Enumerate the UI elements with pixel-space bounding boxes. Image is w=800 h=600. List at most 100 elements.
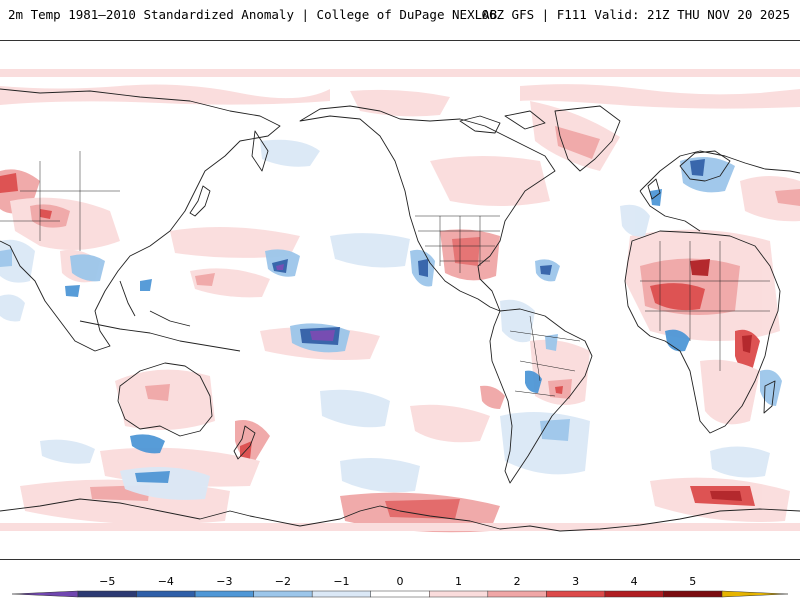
colorbar-tick-label: 0 (397, 575, 404, 588)
south-america-coastline (489, 308, 593, 484)
japan-coastline (189, 185, 211, 217)
warm-anomaly-region (700, 359, 760, 425)
warm-anomaly-region (555, 126, 600, 159)
warm-anomaly-region (710, 491, 742, 501)
asia-coastline (0, 88, 281, 352)
warm-anomaly-region (520, 84, 800, 109)
colorbar-tick-label: 1 (455, 575, 462, 588)
cold-anomaly-region (330, 233, 410, 268)
cold-anomaly-region (320, 389, 390, 428)
cold-anomaly-region (70, 254, 105, 282)
model-run-valid-time: 06Z GFS | F111 Valid: 21Z THU NOV 20 202… (481, 7, 790, 22)
cold-anomaly-region (760, 369, 782, 406)
greenland-coastline (554, 105, 621, 172)
warm-anomaly-region (555, 386, 563, 394)
colorbar-tick-label: −4 (158, 575, 174, 588)
cold-anomaly-region (620, 204, 650, 237)
cold-anomaly-region (540, 265, 552, 275)
coastlines (0, 88, 800, 532)
colorbar-tick-label: −5 (99, 575, 115, 588)
cold-anomaly-region (340, 457, 420, 493)
scandinavia-coastline (679, 150, 731, 182)
colorbar-bin (370, 590, 430, 598)
map-title: 2m Temp 1981–2010 Standardized Anomaly |… (8, 7, 498, 22)
warm-anomaly-region (40, 209, 52, 219)
colorbar-bins (11, 590, 789, 598)
cold-anomaly-region (310, 330, 335, 341)
madagascar-coastline (763, 380, 776, 414)
colorbar-tick-label: −3 (216, 575, 232, 588)
colorbar-tick-label: 2 (514, 575, 521, 588)
colorbar-bin (77, 590, 137, 598)
colorbar-bin (253, 590, 313, 598)
cold-anomaly-region (130, 434, 165, 454)
colorbar-tick-label: 4 (631, 575, 638, 588)
colorbar-bin (546, 590, 606, 598)
warm-anomaly-region (690, 259, 710, 276)
warm-anomaly-region (480, 385, 505, 409)
colorbar-bin (429, 590, 489, 598)
colorbar-bin (311, 590, 371, 598)
warm-anomaly-region (0, 523, 800, 531)
warm-anomaly-region (195, 273, 215, 286)
kamchatka-coastline (251, 130, 269, 172)
world-anomaly-map[interactable] (0, 41, 800, 559)
new-zealand-coastline (233, 425, 256, 460)
cold-anomaly-region (710, 446, 770, 478)
cold-anomaly-region (135, 471, 170, 483)
asia-borders (0, 151, 120, 251)
cold-anomaly-region (665, 329, 690, 352)
colorbar-tick-label: 5 (689, 575, 696, 588)
warm-anomaly-region (430, 156, 550, 206)
colorbar-tick-label: 3 (572, 575, 579, 588)
warm-anomaly-region (170, 227, 300, 258)
colorbar-bin (136, 590, 196, 598)
maritime-continent-coastline (79, 280, 241, 352)
warm-anomaly-region (410, 404, 490, 443)
colorbar-tick-label: −2 (275, 575, 291, 588)
warm-anomaly-region (0, 69, 800, 77)
colorbar-high-extension (721, 590, 789, 598)
arctic-islands-coastline (459, 110, 546, 134)
cold-anomaly-region (0, 294, 25, 322)
colorbar-bin (487, 590, 547, 598)
cold-anomaly-region (0, 249, 12, 267)
australia-coastline (117, 362, 213, 437)
europe-coastline (639, 150, 800, 232)
warm-anomaly-region (740, 176, 800, 222)
north-america-coastline (299, 105, 556, 312)
warm-anomaly-region (145, 384, 170, 401)
africa-borders (640, 241, 770, 371)
cold-anomaly-region (276, 264, 284, 270)
cold-anomaly-region (65, 285, 80, 297)
us-state-borders (415, 215, 500, 273)
header: 2m Temp 1981–2010 Standardized Anomaly |… (0, 0, 800, 28)
africa-coastline (624, 230, 781, 434)
colorbar-bin (604, 590, 664, 598)
colorbar: −5 −4 −3 −2 −1 0 1 2 3 4 5 (11, 575, 789, 598)
warm-anomaly-region (0, 173, 18, 193)
cold-anomalies (0, 139, 782, 500)
cold-anomaly-region (690, 159, 705, 176)
cold-anomaly-region (140, 279, 152, 291)
warm-anomaly-region (650, 283, 705, 311)
cold-anomaly-region (260, 139, 320, 167)
cold-anomaly-region (545, 334, 558, 351)
britain-coastline (647, 178, 661, 200)
cold-anomaly-region (525, 370, 542, 393)
cold-anomaly-region (540, 419, 570, 441)
warm-anomaly-region (0, 84, 330, 105)
warm-anomaly-region (385, 499, 460, 519)
antarctica-coastline (0, 498, 800, 532)
colorbar-bin (663, 590, 723, 598)
south-america-borders (509, 315, 581, 397)
warm-anomaly-region (452, 237, 480, 266)
warm-anomaly-region (742, 335, 752, 353)
colorbar-ticks: −5 −4 −3 −2 −1 0 1 2 3 4 5 (99, 575, 696, 588)
colorbar-low-extension (11, 590, 79, 598)
colorbar-bin (194, 590, 254, 598)
map-frame (0, 40, 800, 560)
colorbar-tick-label: −1 (333, 575, 349, 588)
cold-anomaly-region (40, 439, 95, 464)
warm-anomaly-region (775, 189, 800, 206)
